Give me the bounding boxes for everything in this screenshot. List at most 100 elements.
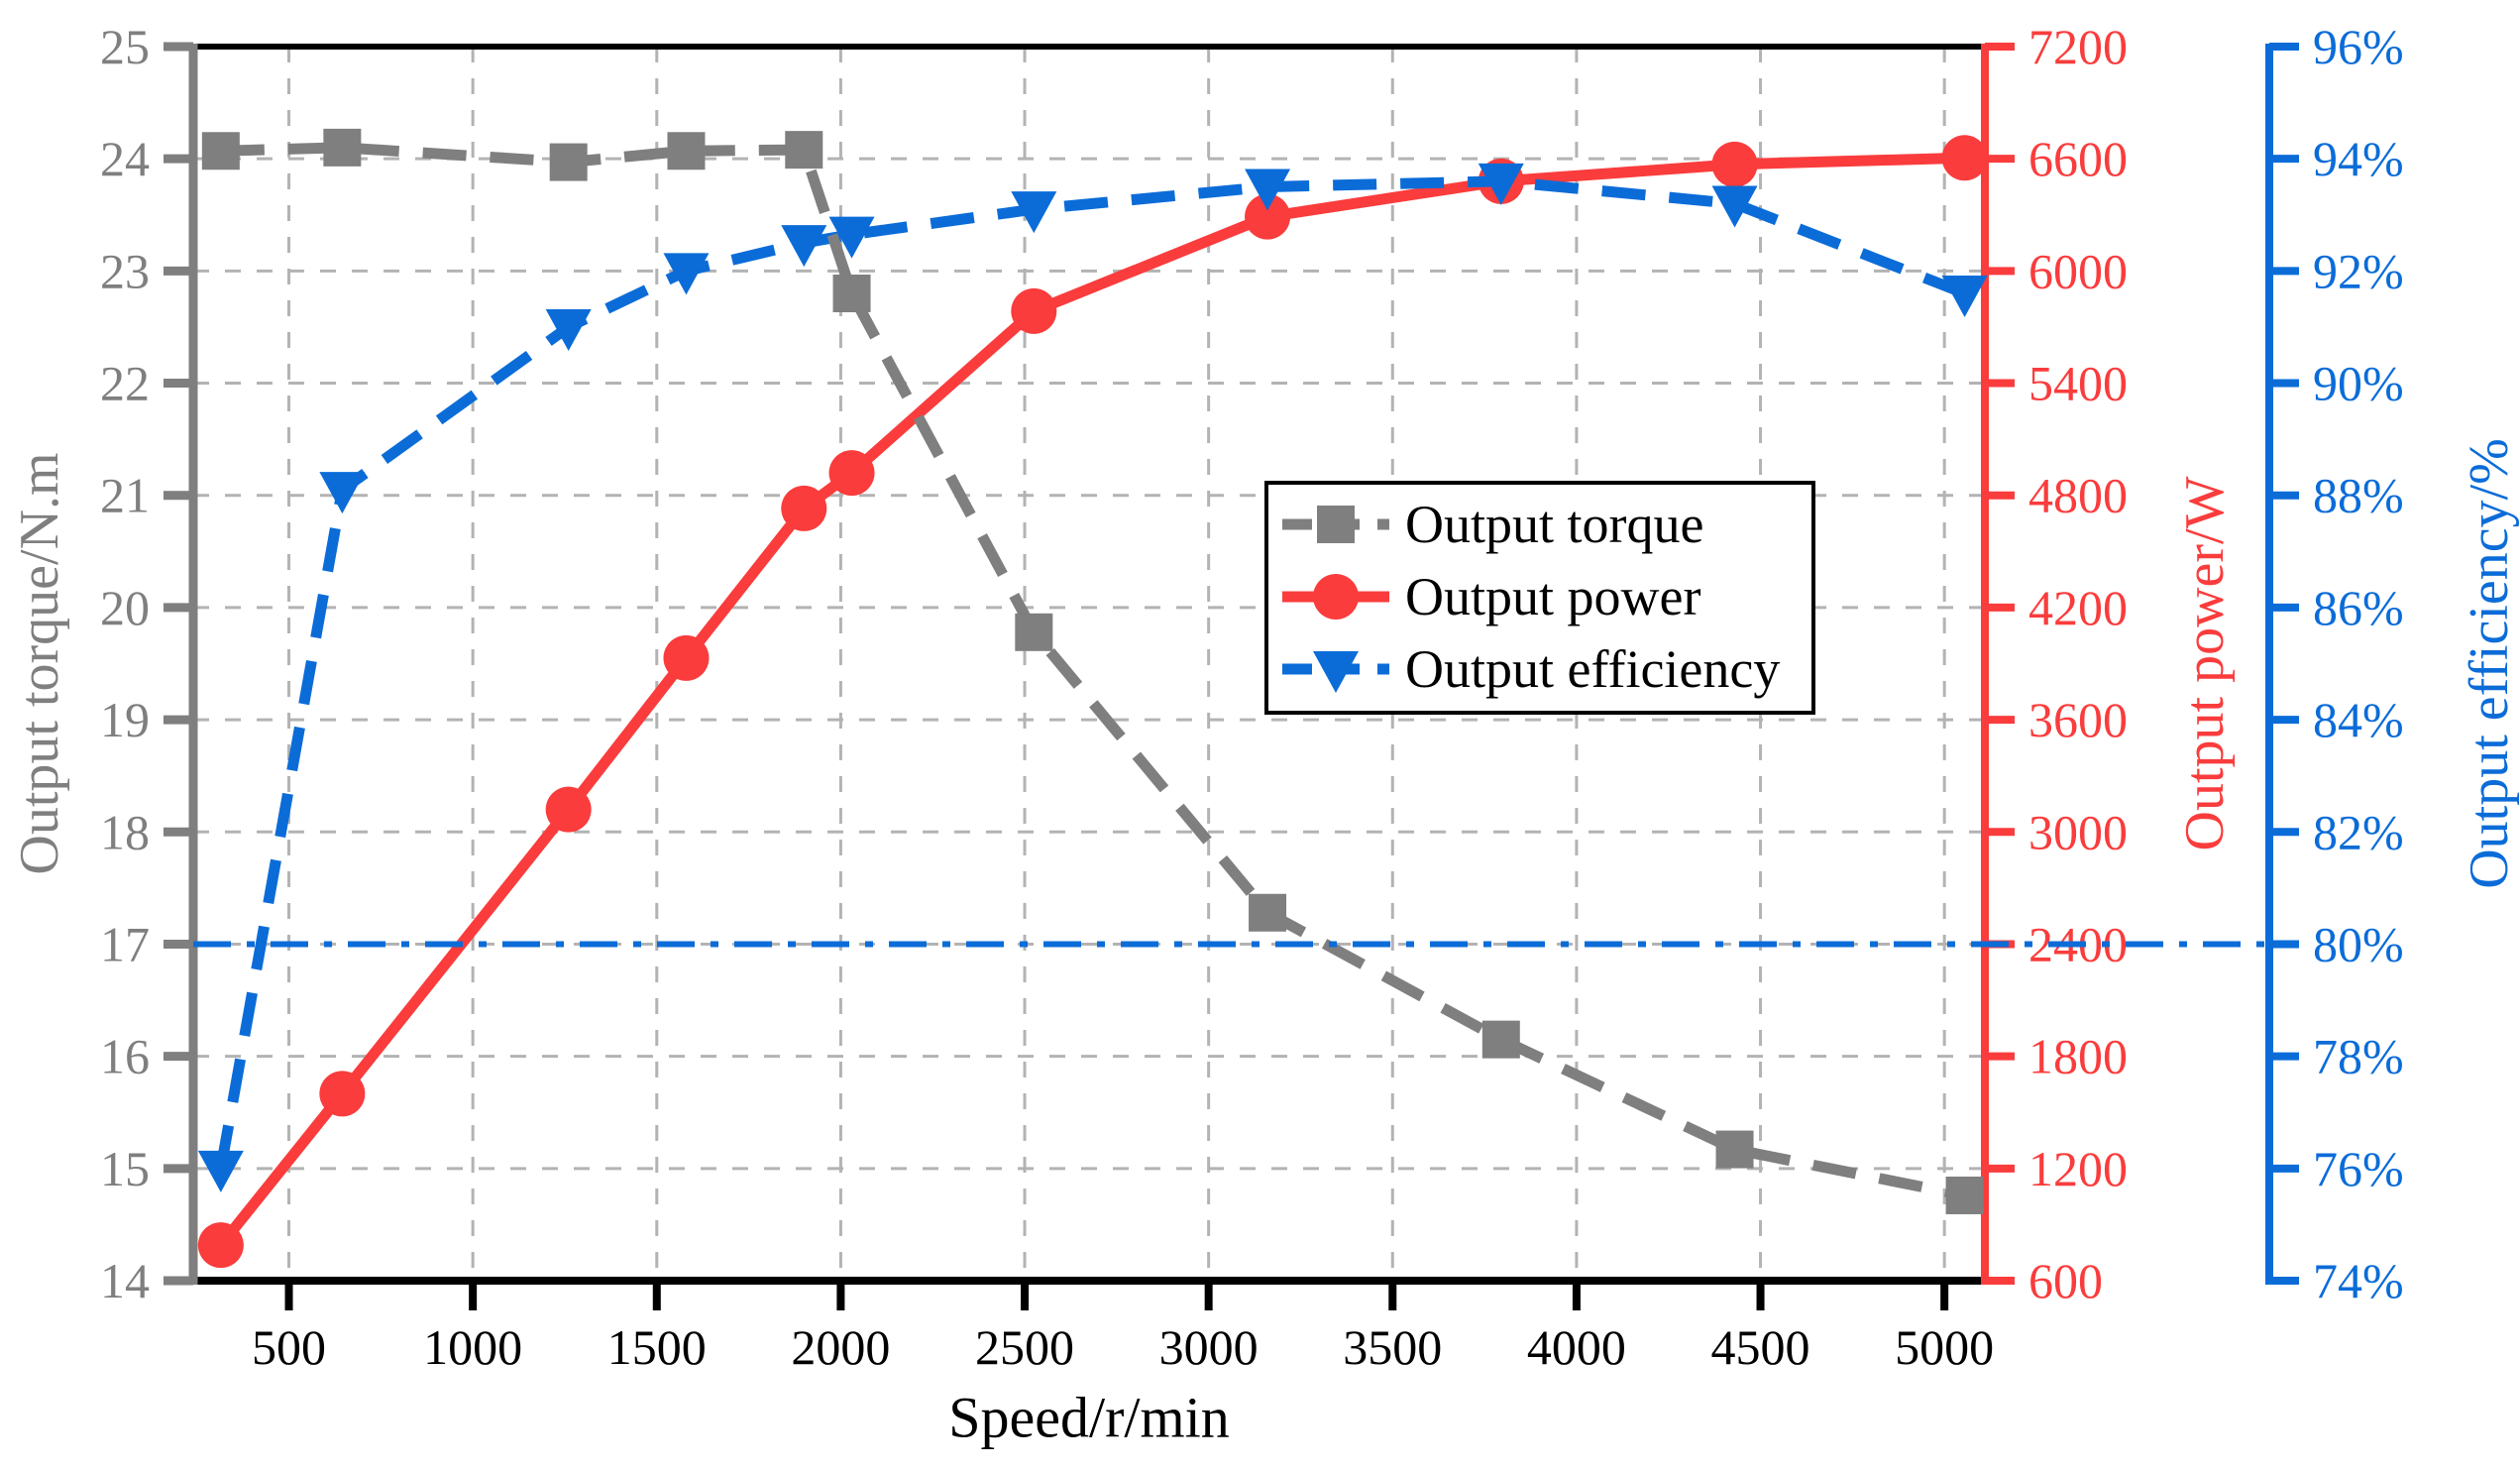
efficiency-tick-label: 78% bbox=[2313, 1029, 2404, 1084]
x-tick-label: 4500 bbox=[1711, 1319, 1810, 1375]
efficiency-tick-label: 74% bbox=[2313, 1253, 2404, 1308]
data-point-square bbox=[1317, 506, 1355, 543]
legend-item: Output power bbox=[1282, 567, 1700, 626]
data-point-square bbox=[667, 132, 706, 170]
efficiency-tick-label: 88% bbox=[2313, 468, 2404, 523]
power-axis-title: Output power/W bbox=[2174, 476, 2236, 850]
data-point-square bbox=[1249, 893, 1287, 932]
efficiency-tick-label: 94% bbox=[2313, 131, 2404, 186]
torque-tick-label: 21 bbox=[100, 468, 150, 523]
efficiency-tick-label: 80% bbox=[2313, 916, 2404, 971]
data-point-triangle bbox=[1711, 185, 1758, 228]
torque-tick-label: 22 bbox=[100, 356, 150, 411]
x-tick-label: 5000 bbox=[1895, 1319, 1994, 1375]
power-tick-label: 4800 bbox=[2028, 468, 2128, 523]
x-axis-title: Speed/r/min bbox=[948, 1386, 1230, 1450]
x-tick-label: 2000 bbox=[791, 1319, 890, 1375]
torque-tick-label: 17 bbox=[100, 916, 150, 971]
data-point-triangle bbox=[1478, 163, 1524, 205]
torque-tick-label: 18 bbox=[100, 804, 150, 859]
efficiency-tick-label: 86% bbox=[2313, 580, 2404, 635]
data-point-square bbox=[1715, 1130, 1754, 1169]
x-tick-label: 3000 bbox=[1159, 1319, 1259, 1375]
efficiency-tick-label: 76% bbox=[2313, 1141, 2404, 1196]
x-tick-label: 500 bbox=[252, 1319, 326, 1375]
legend-item: Output torque bbox=[1282, 495, 1703, 554]
legend: Output torque Output power Output efficien… bbox=[1264, 481, 1815, 715]
torque-tick-label: 20 bbox=[100, 580, 150, 635]
power-tick-label: 5400 bbox=[2028, 356, 2128, 411]
legend-item-label: Output efficiency bbox=[1405, 639, 1780, 699]
power-tick-label: 6000 bbox=[2028, 243, 2128, 298]
efficiency-tick-label: 82% bbox=[2313, 804, 2404, 859]
torque-tick-label: 19 bbox=[100, 692, 150, 747]
power-tick-label: 6600 bbox=[2028, 131, 2128, 186]
torque-tick-label: 16 bbox=[100, 1029, 150, 1084]
data-point-circle bbox=[781, 485, 827, 531]
x-tick-label: 3500 bbox=[1343, 1319, 1442, 1375]
x-tick-label: 1000 bbox=[423, 1319, 522, 1375]
torque-axis-title: Output torque/N.m bbox=[9, 452, 70, 874]
data-point-triangle bbox=[1313, 651, 1359, 693]
power-tick-label: 3000 bbox=[2028, 804, 2128, 859]
efficiency-tick-label: 92% bbox=[2313, 243, 2404, 298]
efficiency-tick-label: 84% bbox=[2313, 692, 2404, 747]
efficiency-tick-label: 96% bbox=[2313, 19, 2404, 74]
data-point-circle bbox=[1941, 135, 1988, 181]
series-torque bbox=[201, 128, 1984, 1214]
data-point-triangle bbox=[1011, 191, 1057, 234]
data-point-triangle bbox=[828, 216, 875, 259]
data-point-triangle bbox=[1941, 276, 1988, 317]
x-tick-label: 2500 bbox=[975, 1319, 1074, 1375]
data-point-circle bbox=[663, 634, 710, 681]
data-point-triangle bbox=[197, 1150, 244, 1192]
data-point-triangle bbox=[545, 308, 592, 351]
power-tick-label: 4200 bbox=[2028, 580, 2128, 635]
torque-tick-label: 23 bbox=[100, 243, 150, 298]
data-point-circle bbox=[1245, 193, 1291, 240]
legend-item-label: Output torque bbox=[1405, 495, 1703, 554]
torque-tick-label: 24 bbox=[100, 131, 150, 186]
data-point-triangle bbox=[781, 225, 827, 268]
torque-tick-label: 14 bbox=[100, 1253, 150, 1308]
efficiency-tick-label: 90% bbox=[2313, 356, 2404, 411]
series-efficiency bbox=[197, 163, 1988, 1192]
data-point-square bbox=[785, 131, 823, 170]
torque-axis: 14 15 16 17 18 19 20 21 22 23 24 25 bbox=[100, 19, 193, 1308]
data-point-triangle bbox=[1245, 169, 1291, 211]
data-point-square bbox=[1481, 1020, 1520, 1059]
efficiency-axis-title: Output efficiency/% bbox=[2459, 438, 2520, 889]
torque-tick-label: 15 bbox=[100, 1141, 150, 1196]
power-tick-label: 1200 bbox=[2028, 1141, 2128, 1196]
efficiency-axis: 74% 76% 78% 80% 82% 84% 86% 88% 90% 92% 94% 96% bbox=[2269, 19, 2404, 1308]
x-tick-label: 1500 bbox=[607, 1319, 707, 1375]
power-tick-label: 3600 bbox=[2028, 692, 2128, 747]
legend-item-label: Output power bbox=[1405, 567, 1700, 626]
x-axis: 500 1000 1500 2000 2500 3000 3500 4000 4500 5000 bbox=[252, 1281, 1994, 1375]
data-point-square bbox=[201, 132, 240, 170]
data-point-circle bbox=[197, 1222, 244, 1269]
data-point-square bbox=[832, 275, 871, 312]
data-point-triangle bbox=[663, 253, 710, 295]
data-point-square bbox=[323, 128, 362, 167]
data-point-square bbox=[1015, 613, 1053, 651]
torque-tick-label: 25 bbox=[100, 19, 150, 74]
data-point-circle bbox=[545, 786, 592, 833]
data-point-circle bbox=[1313, 574, 1359, 620]
power-axis: 6001200180024003000360042004800540060006… bbox=[1985, 19, 2128, 1308]
power-tick-label: 7200 bbox=[2028, 19, 2128, 74]
data-point-square bbox=[549, 143, 588, 181]
data-point-circle bbox=[828, 450, 875, 497]
power-tick-label: 1800 bbox=[2028, 1029, 2128, 1084]
data-point-circle bbox=[1011, 287, 1057, 334]
data-point-square bbox=[1945, 1176, 1984, 1214]
x-tick-label: 4000 bbox=[1527, 1319, 1626, 1375]
series-line bbox=[220, 142, 1966, 1201]
data-point-circle bbox=[319, 1071, 366, 1117]
legend-item: Output efficiency bbox=[1282, 639, 1780, 699]
data-point-triangle bbox=[319, 472, 366, 514]
power-tick-label: 600 bbox=[2028, 1253, 2103, 1308]
data-point-circle bbox=[1711, 141, 1758, 187]
